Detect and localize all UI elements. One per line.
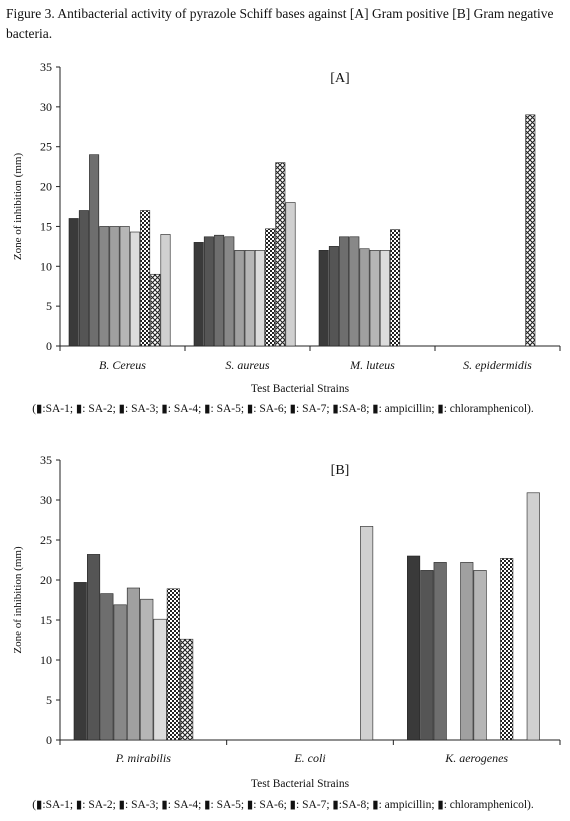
bar-sa-3-b-cereus [89,154,100,347]
y-tick-label: 5 [46,299,52,313]
bar-sa-5-k-aerogenes [460,562,474,741]
bar-sa-6-k-aerogenes [473,570,487,741]
bar-sa-7-m-luteus [379,250,390,347]
y-tick-label: 15 [40,219,52,233]
bar-sa-2-k-aerogenes [420,570,434,741]
bar-ampicillin-s-aureus [275,162,286,347]
bar-sa-7-b-cereus [129,231,140,347]
figure-caption: Figure 3. Antibacterial activity of pyra… [6,6,554,41]
bar-sa-6-m-luteus [369,250,380,347]
bar-sa-1-b-cereus [68,218,79,347]
chart-panel-1: 0 5 10 15 20 25 30 35 Zone of inhibition (mm) [B]… [12,453,561,811]
category-label-k-aerogenes: K. aerogenes [444,751,508,765]
bar-ampicillin-s-epidermidis [525,114,536,347]
bar-sa-6-p-mirabilis [140,598,154,741]
bar-sa-1-k-aerogenes [407,555,421,741]
x-axis-label: Test Bacterial Strains [251,383,350,395]
y-tick-label: 5 [46,693,52,707]
legend-text: (▮:SA-1; ▮: SA-2; ▮: SA-3; ▮: SA-4; ▮: S… [32,799,534,811]
category-label-p-mirabilis: P. mirabilis [115,751,171,765]
x-axis-label: Test Bacterial Strains [251,778,350,790]
bar-sa-6-b-cereus [119,226,130,347]
bar-chloramphenicol-b-cereus [160,234,171,347]
bar-sa-1-s-aureus [193,242,204,347]
chart-title: [B] [331,463,350,478]
bar-sa-5-m-luteus [359,248,370,347]
y-tick-label: 20 [40,573,52,587]
y-tick-label: 0 [46,733,52,747]
y-tick-label: 25 [40,533,52,547]
y-tick-label: 30 [40,100,52,114]
bar-sa-8-k-aerogenes [500,558,514,741]
bar-sa-3-p-mirabilis [100,593,114,741]
legend-text: (▮:SA-1; ▮: SA-2; ▮: SA-3; ▮: SA-4; ▮: S… [32,403,534,415]
bar-sa-2-p-mirabilis [87,554,101,741]
chart-title: [A] [330,71,349,86]
bar-sa-2-m-luteus [328,246,339,347]
bar-sa-5-b-cereus [109,226,120,347]
bar-sa-7-p-mirabilis [153,618,167,741]
y-tick-label: 10 [40,259,52,273]
bar-sa-2-b-cereus [78,210,89,347]
bar-sa-8-m-luteus [390,229,401,347]
category-label-s-epidermidis: S. epidermidis [463,358,532,372]
bar-sa-1-p-mirabilis [73,582,87,741]
bar-sa-4-p-mirabilis [113,604,127,741]
bar-sa-4-b-cereus [99,226,110,347]
bar-sa-3-k-aerogenes [433,562,447,741]
bar-chloramphenicol-k-aerogenes [526,492,540,741]
y-tick-label: 35 [40,453,52,467]
y-axis-label: Zone of inhibition (mm) [12,546,24,654]
y-tick-label: 30 [40,493,52,507]
bar-sa-8-b-cereus [140,210,151,347]
bar-chloramphenicol-e-coli [360,526,374,741]
y-tick-label: 10 [40,653,52,667]
bar-sa-8-s-aureus [265,228,276,347]
category-label-s-aureus: S. aureus [225,358,270,372]
y-tick-label: 0 [46,339,52,353]
y-tick-label: 15 [40,613,52,627]
bar-sa-4-m-luteus [349,236,360,347]
bar-ampicillin-p-mirabilis [180,638,194,741]
bar-chloramphenicol-s-aureus [285,202,296,347]
bar-ampicillin-b-cereus [150,273,161,347]
bar-sa-2-s-aureus [203,236,214,347]
bar-sa-3-m-luteus [339,236,350,347]
bar-sa-8-p-mirabilis [166,588,180,741]
y-tick-label: 35 [40,60,52,74]
bar-sa-4-s-aureus [224,236,235,347]
bar-sa-3-s-aureus [214,234,225,347]
bar-sa-5-s-aureus [234,250,245,347]
bar-sa-5-p-mirabilis [126,587,140,741]
chart-panel-0: 0 5 10 15 20 25 30 35 Zone of inhibition (mm) [A]… [12,60,561,415]
bar-sa-6-s-aureus [244,250,255,347]
y-tick-label: 25 [40,140,52,154]
category-label-e-coli: E. coli [293,751,325,765]
bar-sa-1-m-luteus [318,250,329,347]
y-tick-label: 20 [40,180,52,194]
y-axis-label: Zone of inhibition (mm) [12,153,24,261]
category-label-b-cereus: B. Cereus [99,358,146,372]
category-label-m-luteus: M. luteus [349,358,395,372]
bar-sa-7-s-aureus [254,250,265,347]
